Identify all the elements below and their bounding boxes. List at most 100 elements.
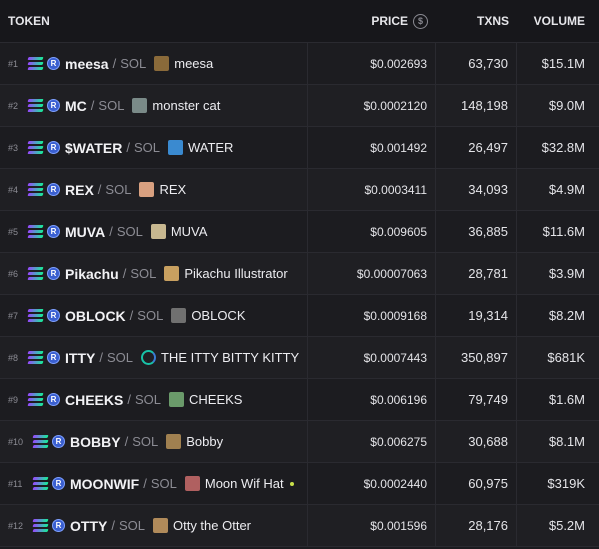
volume-cell: $8.1M [548, 434, 585, 449]
quote-symbol: SOL [133, 140, 160, 155]
price-cell: $0.0007443 [308, 337, 436, 378]
token-name: Moon Wif Hat [204, 476, 284, 491]
raydium-icon: R [47, 267, 60, 280]
rank-label: #5 [8, 226, 19, 237]
token-cell[interactable]: #11 R MOONWIF / SOL Moon Wif Hat [0, 463, 308, 504]
rank-label: #8 [8, 352, 19, 363]
volume-cell: $15.1M [541, 56, 585, 71]
token-cell[interactable]: #6 R Pikachu / SOL Pikachu Illustrator [0, 253, 308, 294]
solana-icon [32, 435, 49, 449]
token-name: Otty the Otter [172, 518, 252, 533]
txns-cell: 60,975 [436, 463, 517, 504]
rank-label: #7 [8, 310, 19, 321]
solana-icon [27, 351, 44, 365]
pair-separator: / [126, 140, 130, 155]
token-cell[interactable]: #7 R OBLOCK / SOL OBLOCK [0, 295, 308, 336]
table-row[interactable]: #7 R OBLOCK / SOL OBLOCK $0.0009168 19,3… [0, 295, 599, 337]
token-symbol: $WATER [65, 139, 123, 156]
token-symbol: meesa [65, 55, 109, 72]
table-body: #1 R meesa / SOL meesa $0.002693 63,730 … [0, 43, 599, 547]
solana-icon [27, 225, 44, 239]
txns-cell: 19,314 [436, 295, 517, 336]
table-row[interactable]: #1 R meesa / SOL meesa $0.002693 63,730 … [0, 43, 599, 85]
table-header: TOKEN PRICE $ TXNS VOLUME [0, 0, 599, 43]
pair-separator: / [124, 434, 129, 449]
quote-symbol: SOL [134, 392, 161, 407]
token-name: MUVA [170, 224, 208, 239]
rank-label: #3 [8, 142, 19, 153]
token-avatar [150, 224, 166, 239]
table-row[interactable]: #5 R MUVA / SOL MUVA $0.009605 36,885 $1… [0, 211, 599, 253]
price-cell: $0.00007063 [308, 253, 436, 294]
token-cell[interactable]: #4 R REX / SOL REX [0, 169, 308, 210]
quote-symbol: SOL [105, 182, 132, 197]
token-cell[interactable]: #2 R MC / SOL monster cat [0, 85, 308, 126]
raydium-icon: R [52, 477, 65, 490]
table-row[interactable]: #8 R ITTY / SOL THE ITTY BITTY KITTY $0.… [0, 337, 599, 379]
status-dot-icon [289, 481, 294, 486]
token-symbol: BOBBY [70, 433, 121, 450]
txns-cell: 79,749 [436, 379, 517, 420]
table-row[interactable]: #4 R REX / SOL REX $0.0003411 34,093 $4.… [0, 169, 599, 211]
table-row[interactable]: #6 R Pikachu / SOL Pikachu Illustrator $… [0, 253, 599, 295]
token-name: Pikachu Illustrator [184, 266, 288, 281]
table-row[interactable]: #10 R BOBBY / SOL Bobby $0.006275 30,688… [0, 421, 599, 463]
volume-cell: $319K [547, 476, 585, 491]
token-name: Bobby [186, 434, 224, 449]
column-header-token[interactable]: TOKEN [8, 14, 50, 28]
table-row[interactable]: #9 R CHEEKS / SOL CHEEKS $0.006196 79,74… [0, 379, 599, 421]
column-header-txns[interactable]: TXNS [476, 14, 509, 28]
rank-label: #1 [8, 58, 19, 69]
token-cell[interactable]: #9 R CHEEKS / SOL CHEEKS [0, 379, 308, 420]
token-avatar [171, 308, 187, 323]
token-symbol: MUVA [65, 223, 106, 240]
volume-cell: $1.6M [548, 392, 585, 407]
token-cell[interactable]: #3 R $WATER / SOL WATER [0, 127, 308, 168]
raydium-icon: R [47, 183, 60, 196]
raydium-icon: R [47, 393, 60, 406]
token-name: monster cat [152, 98, 221, 113]
token-cell[interactable]: #8 R ITTY / SOL THE ITTY BITTY KITTY [0, 337, 308, 378]
token-symbol: Pikachu [65, 265, 119, 282]
token-symbol: MC [65, 97, 87, 114]
table-row[interactable]: #12 R OTTY / SOL Otty the Otter $0.00159… [0, 505, 599, 547]
rank-label: #4 [8, 184, 19, 195]
token-cell[interactable]: #5 R MUVA / SOL MUVA [0, 211, 308, 252]
token-name: WATER [187, 140, 234, 155]
quote-symbol: SOL [132, 434, 159, 449]
txns-cell: 30,688 [436, 421, 517, 462]
column-header-volume[interactable]: VOLUME [533, 14, 585, 28]
solana-icon [32, 519, 49, 533]
column-header-price[interactable]: PRICE $ [308, 13, 436, 29]
token-avatar [166, 434, 182, 449]
dollar-circle-icon[interactable]: $ [413, 13, 428, 29]
table-row[interactable]: #2 R MC / SOL monster cat $0.0002120 148… [0, 85, 599, 127]
quote-symbol: SOL [137, 308, 164, 323]
token-symbol: MOONWIF [70, 475, 140, 492]
txns-cell: 34,093 [436, 169, 517, 210]
volume-cell: $11.6M [542, 224, 585, 239]
token-cell[interactable]: #12 R OTTY / SOL Otty the Otter [0, 505, 308, 546]
token-symbol: ITTY [65, 349, 96, 366]
token-symbol: OTTY [70, 517, 108, 534]
token-cell[interactable]: #10 R BOBBY / SOL Bobby [0, 421, 308, 462]
rank-label: #6 [8, 268, 19, 279]
token-cell[interactable]: #1 R meesa / SOL meesa [0, 43, 308, 84]
quote-symbol: SOL [118, 518, 145, 533]
rank-label: #12 [8, 520, 24, 531]
price-cell: $0.0002440 [308, 463, 436, 504]
quote-symbol: SOL [130, 266, 157, 281]
pair-separator: / [122, 266, 127, 281]
token-avatar [184, 476, 200, 491]
quote-symbol: SOL [120, 56, 147, 71]
table-row[interactable]: #11 R MOONWIF / SOL Moon Wif Hat $0.0002… [0, 463, 599, 505]
token-name: THE ITTY BITTY KITTY [160, 350, 300, 365]
token-name: meesa [174, 56, 214, 71]
raydium-icon: R [47, 351, 60, 364]
table-row[interactable]: #3 R $WATER / SOL WATER $0.001492 26,497… [0, 127, 599, 169]
solana-icon [27, 141, 44, 155]
pair-separator: / [127, 392, 131, 407]
quote-symbol: SOL [98, 98, 125, 113]
txns-cell: 28,781 [436, 253, 517, 294]
solana-icon [27, 393, 44, 407]
